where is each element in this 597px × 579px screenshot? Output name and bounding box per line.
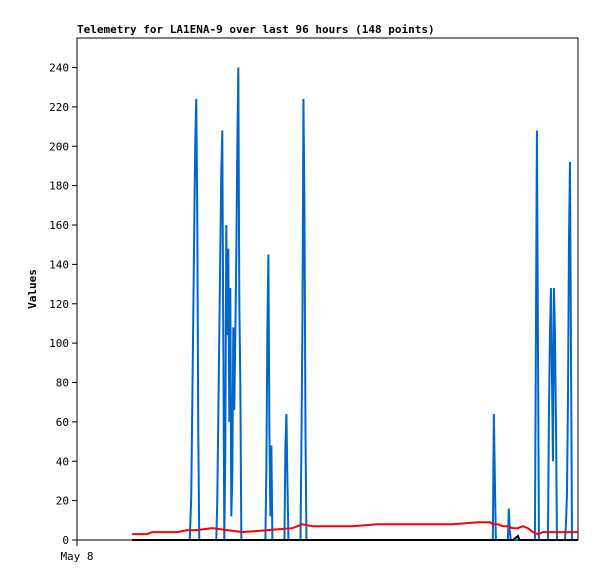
- y-tick-label: 40: [56, 455, 69, 468]
- x-tick-label: May 8: [60, 550, 93, 563]
- y-axis-ticks: 0 20 40 60 80 100 120 140 160 180 200 220 240: [49, 62, 77, 547]
- series-line-3: [132, 534, 578, 541]
- y-tick-label: 160: [49, 219, 69, 232]
- x-axis-ticks: May 8: [60, 540, 94, 563]
- y-tick-label: 140: [49, 258, 69, 271]
- y-tick-label: 120: [49, 298, 69, 311]
- y-tick-label: 0: [62, 534, 69, 547]
- y-tick-label: 200: [49, 140, 69, 153]
- y-tick-label: 80: [56, 377, 69, 390]
- y-tick-label: 180: [49, 180, 69, 193]
- y-tick-label: 60: [56, 416, 69, 429]
- y-tick-label: 220: [49, 101, 69, 114]
- series-line-2: [132, 521, 578, 536]
- y-axis-title: Values: [26, 269, 39, 309]
- y-tick-label: 20: [56, 495, 69, 508]
- series-layer: [132, 67, 578, 541]
- series-line-1: [188, 67, 573, 541]
- y-tick-label: 100: [49, 337, 69, 350]
- y-tick-label: 240: [49, 62, 69, 75]
- plot-frame: [76, 37, 579, 541]
- chart-title: Telemetry for LA1ENA-9 over last 96 hour…: [77, 23, 435, 36]
